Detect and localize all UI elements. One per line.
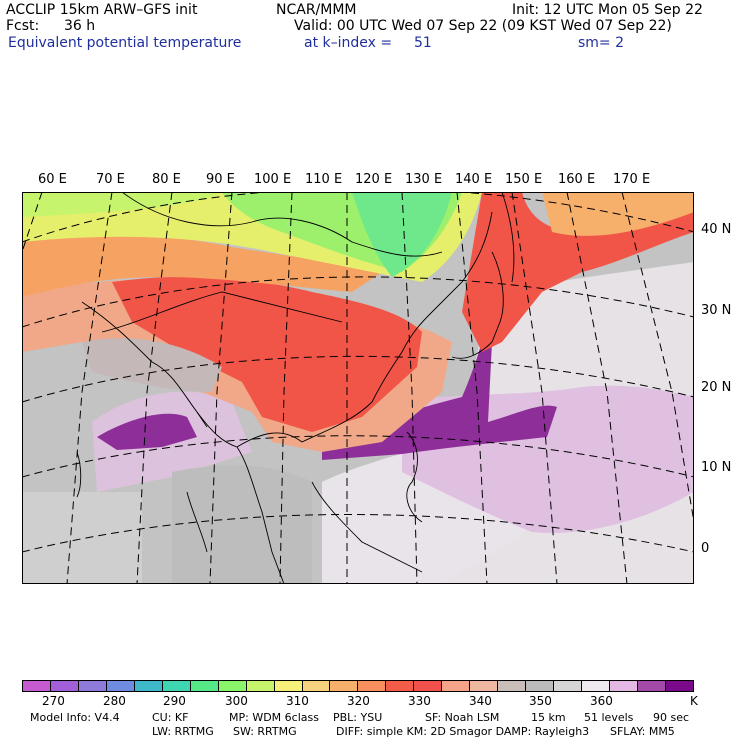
tibet-gray-field — [82, 338, 222, 392]
colorbar-tick-label: 340 — [469, 694, 492, 708]
colorbar-swatch — [414, 681, 443, 691]
colorbar-swatch — [386, 681, 415, 691]
colorbar-swatch — [246, 681, 275, 691]
latitude-label: 20 N — [701, 380, 732, 395]
latitude-label: 30 N — [701, 303, 732, 318]
forecast-hours: 36 h — [64, 18, 96, 34]
colorbar-swatch — [358, 681, 387, 691]
longitude-label: 80 E — [152, 172, 181, 187]
colorbar-swatch — [470, 681, 499, 691]
indian-ocean-field — [22, 492, 142, 584]
longitude-label: 140 E — [455, 172, 493, 187]
colorbar-swatch — [554, 681, 583, 691]
model-info-item: 51 levels — [584, 711, 634, 724]
colorbar-swatch — [78, 681, 107, 691]
longitude-label: 110 E — [305, 172, 343, 187]
colorbar-swatch — [665, 681, 693, 691]
colorbar-swatch — [526, 681, 555, 691]
colorbar-unit: K — [690, 694, 698, 708]
red-band-china — [112, 276, 422, 432]
longitude-label: 130 E — [405, 172, 443, 187]
colorbar-tick-label: 270 — [42, 694, 65, 708]
colorbar-swatch — [330, 681, 359, 691]
southeast-asia-gray-field — [172, 465, 312, 584]
model-info-item: SFLAY: MM5 — [610, 725, 675, 738]
colorbar-swatch — [302, 681, 331, 691]
green-band-northwest — [22, 192, 222, 217]
colorbar — [22, 680, 694, 692]
model-info-item: Model Info: V4.4 — [30, 711, 120, 724]
model-info-item: DIFF: simple KM: 2D Smagor DAMP: Rayleig… — [336, 725, 590, 738]
field-name: Equivalent potential temperature — [8, 35, 242, 51]
colorbar-swatch — [218, 681, 247, 691]
model-info-item: 90 sec — [653, 711, 690, 724]
colorbar-tick-label: 320 — [347, 694, 370, 708]
model-info-item: SF: Noah LSM — [425, 711, 500, 724]
colorbar-tick-label: 310 — [286, 694, 309, 708]
smoothing: sm= 2 — [578, 35, 625, 51]
coastlines — [76, 192, 515, 584]
level-value: 51 — [414, 35, 432, 51]
longitude-label: 150 E — [505, 172, 543, 187]
purple-band-bay-of-bengal — [97, 413, 197, 450]
model-info-item: CU: KF — [152, 711, 189, 724]
colorbar-swatch — [162, 681, 191, 691]
forecast-label: Fcst: — [6, 18, 40, 34]
colorbar-swatch — [442, 681, 471, 691]
longitude-label: 120 E — [355, 172, 393, 187]
model-info-item: MP: WDM 6class — [229, 711, 319, 724]
red-band-japan-north-pacific — [462, 192, 694, 352]
model-info-item: SW: RRTMG — [233, 725, 297, 738]
colorbar-tick-label: 360 — [590, 694, 613, 708]
colorbar-tick-label: 350 — [529, 694, 552, 708]
colorbar-swatch — [134, 681, 163, 691]
colorbar-swatch — [582, 681, 611, 691]
model-info-item: 15 km — [531, 711, 566, 724]
mint-band-manchuria — [352, 192, 452, 277]
map-panel — [22, 192, 694, 584]
orange-band-central-asia — [22, 235, 382, 297]
map-frame — [22, 192, 694, 584]
colorbar-swatch — [106, 681, 135, 691]
graticule — [22, 192, 694, 584]
colorbar-swatch — [637, 681, 666, 691]
longitude-label: 160 E — [558, 172, 596, 187]
longitude-label: 70 E — [96, 172, 125, 187]
colorbar-tick-label: 290 — [163, 694, 186, 708]
longitude-label: 100 E — [254, 172, 292, 187]
colorbar-swatch — [498, 681, 527, 691]
latitude-label: 40 N — [701, 222, 732, 237]
init-time: Init: 12 UTC Mon 05 Sep 22 — [512, 2, 703, 18]
model-title: ACCLIP 15km ARW–GFS init — [6, 2, 198, 18]
valid-time: Valid: 00 UTC Wed 07 Sep 22 (09 KST Wed … — [294, 18, 672, 34]
colorbar-swatch — [274, 681, 303, 691]
colorbar-tick-label: 280 — [103, 694, 126, 708]
level-label: at k–index = — [304, 35, 393, 51]
latitude-label: 0 — [701, 541, 710, 556]
latitude-label: 10 N — [701, 460, 732, 475]
colorbar-swatch — [190, 681, 219, 691]
longitude-label: 60 E — [38, 172, 67, 187]
longitude-label: 90 E — [206, 172, 235, 187]
colorbar-swatch — [23, 681, 51, 691]
colorbar-swatch — [610, 681, 638, 691]
longitude-label: 170 E — [613, 172, 651, 187]
colorbar-tick-label: 330 — [408, 694, 431, 708]
colorbar-tick-label: 300 — [225, 694, 248, 708]
colorbar-swatch — [50, 681, 79, 691]
model-info-item: PBL: YSU — [333, 711, 383, 724]
model-info-item: LW: RRTMG — [152, 725, 214, 738]
organization: NCAR/MMM — [276, 2, 357, 18]
